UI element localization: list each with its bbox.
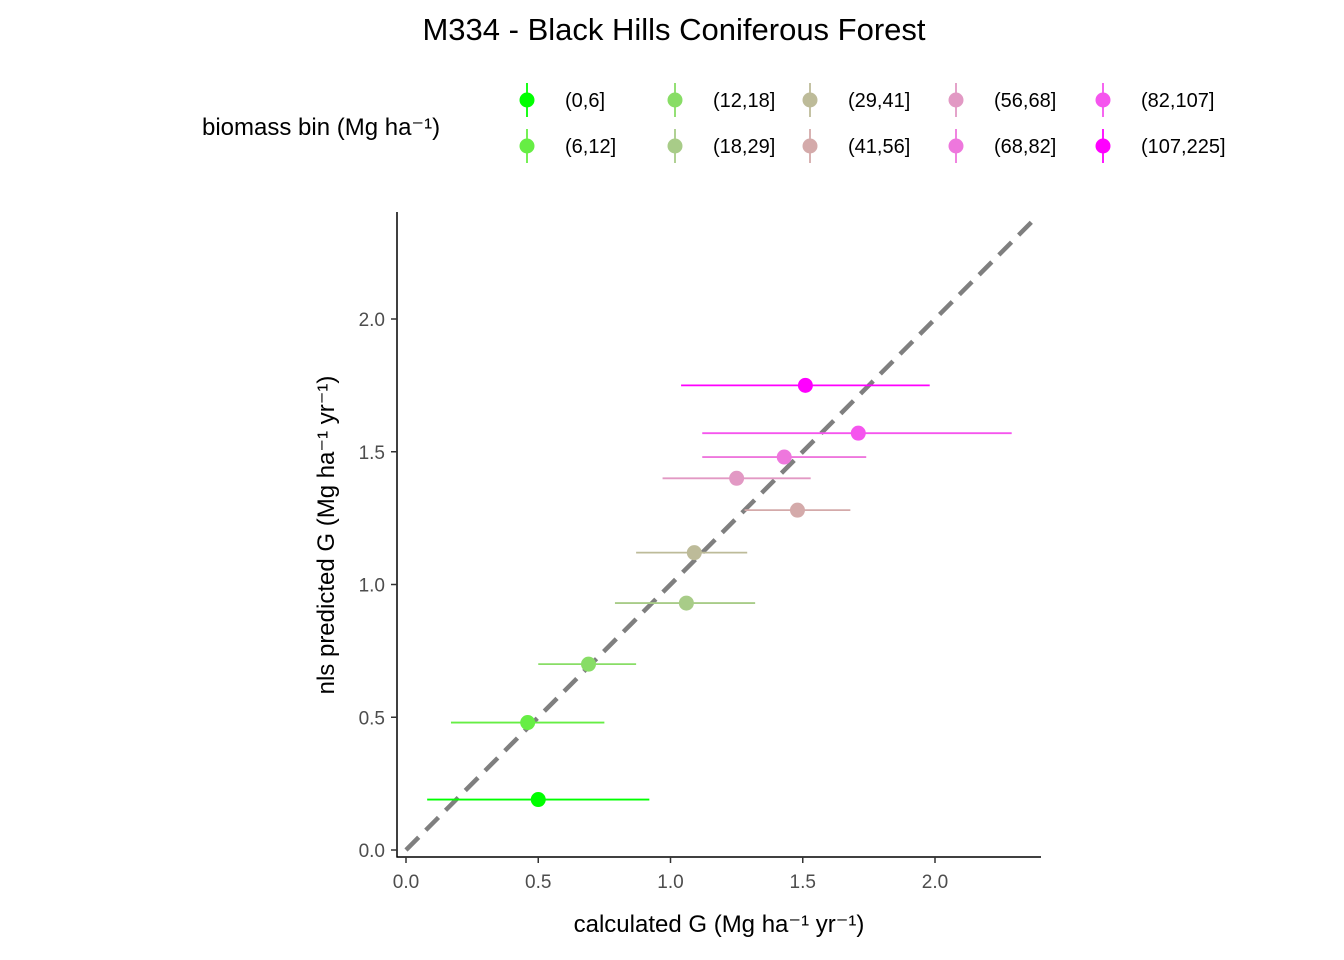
legend-key-point-2 xyxy=(667,92,683,108)
data-point-5 xyxy=(789,502,805,518)
x-tick-label-2: 1.0 xyxy=(657,872,683,893)
legend-key-point-1 xyxy=(519,138,535,154)
legend-item-5: (41,56] xyxy=(802,129,910,163)
legend-label-3: (18,29] xyxy=(713,136,775,158)
x-tick-label-0: 0.0 xyxy=(393,872,419,893)
legend-item-9: (107,225] xyxy=(1095,129,1226,163)
legend-item-4: (29,41] xyxy=(802,83,910,117)
legend-title: biomass bin (Mg ha⁻¹) xyxy=(202,114,440,141)
legend-label-4: (29,41] xyxy=(848,90,910,112)
legend-items: (0,6] (6,12] (12,18] (18,29] (29,41] (41,56] (… xyxy=(519,83,1226,163)
legend-label-9: (107,225] xyxy=(1141,136,1226,158)
y-tick-label-0: 0.0 xyxy=(359,841,385,862)
legend-item-8: (82,107] xyxy=(1095,83,1214,117)
legend-key-point-6 xyxy=(948,92,964,108)
y-tick-label-2: 1.0 xyxy=(359,576,385,597)
legend-item-6: (56,68] xyxy=(948,83,1056,117)
y-tick-label-4: 2.0 xyxy=(359,310,385,331)
legend-key-point-0 xyxy=(519,92,535,108)
y-tick-label-3: 1.5 xyxy=(359,443,385,464)
data-point-0 xyxy=(530,792,546,808)
legend-label-6: (56,68] xyxy=(994,90,1056,112)
y-tick-label-1: 0.5 xyxy=(359,708,385,729)
data-point-6 xyxy=(729,470,745,486)
chart-title: M334 - Black Hills Coniferous Forest xyxy=(422,12,925,47)
legend-item-7: (68,82] xyxy=(948,129,1056,163)
data-point-4 xyxy=(686,545,702,561)
x-tick-label-4: 2.0 xyxy=(922,872,948,893)
data-point-9 xyxy=(797,377,813,393)
legend-label-1: (6,12] xyxy=(565,136,616,158)
legend-key-point-9 xyxy=(1095,138,1111,154)
legend-item-0: (0,6] xyxy=(519,83,605,117)
legend-key-point-4 xyxy=(802,92,818,108)
x-axis-label: calculated G (Mg ha⁻¹ yr⁻¹) xyxy=(574,911,865,938)
legend-label-2: (12,18] xyxy=(713,90,775,112)
legend-label-5: (41,56] xyxy=(848,136,910,158)
legend-item-3: (18,29] xyxy=(667,129,775,163)
data-point-3 xyxy=(678,595,694,611)
legend-item-1: (6,12] xyxy=(519,129,616,163)
legend: biomass bin (Mg ha⁻¹) (0,6] (6,12] (12,18]… xyxy=(202,83,1226,163)
y-axis-label: nls predicted G (Mg ha⁻¹ yr⁻¹) xyxy=(313,376,340,695)
legend-key-point-7 xyxy=(948,138,964,154)
data-point-8 xyxy=(850,425,866,441)
data-point-2 xyxy=(581,656,597,672)
legend-label-8: (82,107] xyxy=(1141,90,1214,112)
legend-label-7: (68,82] xyxy=(994,136,1056,158)
x-tick-label-1: 0.5 xyxy=(525,872,551,893)
legend-key-point-8 xyxy=(1095,92,1111,108)
plot-area: 0.0 0.5 1.0 1.5 2.0 0.0 0.5 1.0 1.5 2.0 xyxy=(359,212,1041,893)
data-point-1 xyxy=(520,715,536,731)
legend-key-point-3 xyxy=(667,138,683,154)
legend-label-0: (0,6] xyxy=(565,90,605,112)
legend-key-point-5 xyxy=(802,138,818,154)
data-point-7 xyxy=(776,449,792,465)
x-tick-label-3: 1.5 xyxy=(790,872,816,893)
legend-item-2: (12,18] xyxy=(667,83,775,117)
reference-line xyxy=(404,216,1038,852)
